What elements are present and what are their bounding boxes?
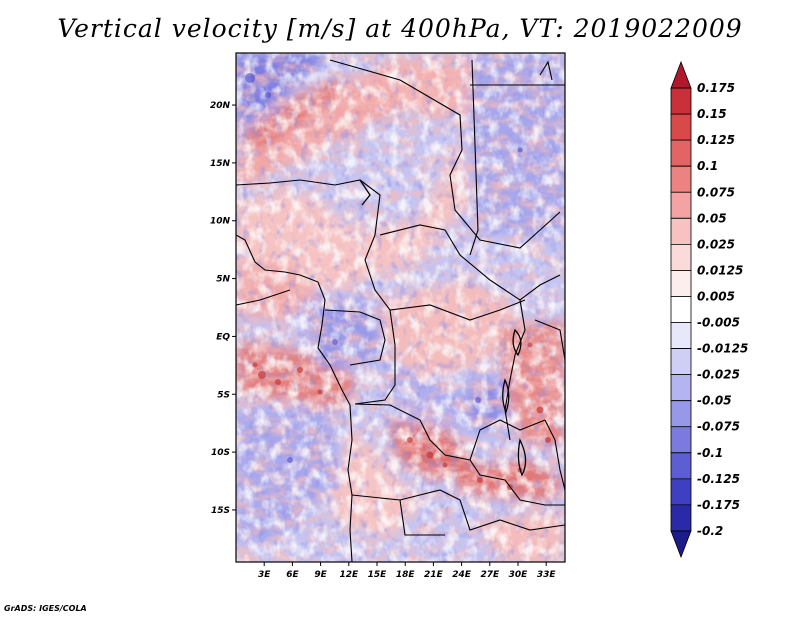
lon-tick-label: 15E (368, 570, 388, 580)
colorbar-swatch (670, 217, 692, 245)
colorbar-label: -0.075 (697, 420, 740, 434)
colorbar-label: 0.175 (697, 81, 735, 95)
colorbar-label: 0.125 (697, 133, 735, 147)
colorbar-swatch (670, 322, 692, 349)
lon-tick-label: 21E (424, 570, 444, 580)
lon-tick-label: 9E (314, 570, 327, 580)
lat-tick-label: 5N (216, 275, 230, 285)
colorbar: 0.175 0.15 0.125 0.1 0.075 0.05 0.025 0.0125 0.0… (670, 60, 748, 559)
map-frame (235, 52, 566, 563)
lat-tick-label: 10S (211, 448, 230, 458)
lon-tick-label: 30E (509, 570, 529, 580)
colorbar-swatch (670, 504, 692, 532)
lakes (359, 179, 527, 477)
colorbar-swatch (670, 452, 692, 480)
colorbar-label: -0.005 (697, 316, 740, 330)
colorbar-swatch (670, 530, 692, 559)
lon-tick-label: 27E (480, 570, 500, 580)
lon-tick-label: 33E (537, 570, 557, 580)
lat-tick-label: 15S (211, 506, 230, 516)
colorbar-swatch (670, 400, 692, 428)
colorbar-label: 0.005 (697, 289, 735, 303)
lat-tick-label: 20N (210, 101, 231, 111)
colorbar-swatch (670, 243, 692, 271)
colorbar-label: 0.0125 (697, 263, 743, 277)
lat-tick-label: 15N (210, 159, 231, 169)
colorbar-label: -0.1 (697, 446, 723, 460)
colorbar-swatch (670, 348, 692, 376)
colorbar-swatch (670, 139, 692, 167)
colorbar-label: -0.05 (697, 394, 732, 408)
colorbar-swatch (670, 113, 692, 141)
lon-tick-label: 24E (452, 570, 472, 580)
colorbar-label: -0.2 (697, 524, 723, 538)
lon-axis: 3E 6E 9E 12E 15E 18E 21E 24E 27E 30E 33E (258, 562, 556, 580)
colorbar-label: 0.1 (697, 159, 718, 173)
colorbar-swatch (670, 87, 692, 115)
lon-tick-label: 12E (339, 570, 359, 580)
lon-tick-label: 6E (286, 570, 299, 580)
colorbar-swatch (670, 270, 692, 297)
lat-tick-label: 10N (210, 217, 231, 227)
lat-axis: 20N 15N 10N 5N EQ 5S 10S 15S (210, 101, 236, 516)
velocity-field (236, 53, 565, 562)
colorbar-swatch (670, 60, 692, 89)
colorbar-label: 0.025 (697, 237, 735, 251)
lat-tick-label: 5S (217, 390, 230, 400)
colorbar-swatch (670, 374, 692, 402)
lon-tick-label: 3E (258, 570, 271, 580)
lat-tick-label: EQ (216, 332, 230, 342)
colorbar-label: -0.025 (697, 368, 740, 382)
country-borders (236, 59, 565, 562)
colorbar-label: -0.175 (697, 498, 740, 512)
colorbar-swatch (670, 165, 692, 193)
colorbar-label: 0.15 (697, 107, 727, 121)
colorbar-swatch (670, 191, 692, 219)
colorbar-swatch (670, 296, 692, 323)
lon-tick-label: 18E (396, 570, 416, 580)
colorbar-label: -0.0125 (697, 342, 748, 356)
chart-title: Vertical velocity [m/s] at 400hPa, VT: 2… (57, 14, 743, 43)
credit-label: GrADS: IGES/COLA (4, 604, 87, 613)
colorbar-label: 0.075 (697, 185, 735, 199)
colorbar-label: 0.05 (697, 211, 727, 225)
colorbar-swatch (670, 426, 692, 454)
colorbar-label: -0.125 (697, 472, 740, 486)
colorbar-swatch (670, 478, 692, 506)
